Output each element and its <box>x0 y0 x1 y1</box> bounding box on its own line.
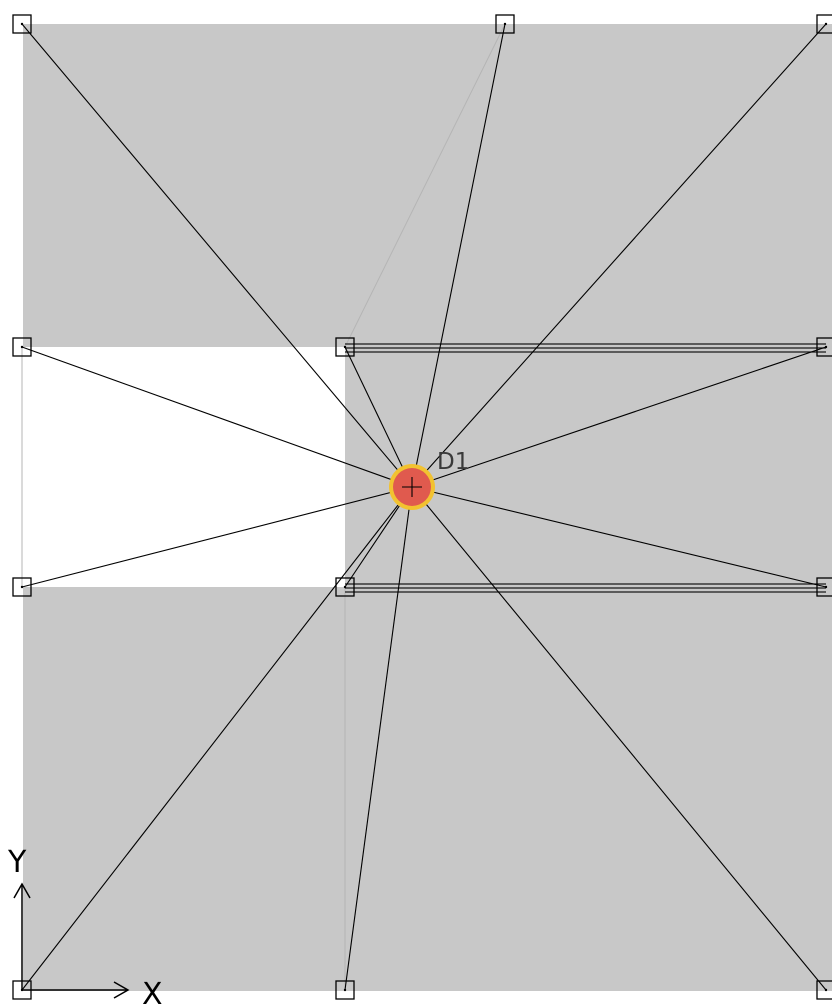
node-mid-left-lower[interactable] <box>12 577 32 597</box>
node-mid-right-lower[interactable] <box>816 577 832 597</box>
node-top-right[interactable] <box>816 14 832 34</box>
ray-to-node-top-right <box>411 23 827 488</box>
ray-to-node-mid-left-lower <box>21 486 413 588</box>
x-axis-label: X <box>142 977 163 1004</box>
y-axis-arrow-head <box>13 882 31 899</box>
construction-lines <box>21 23 506 990</box>
lower-floor-region <box>23 587 832 991</box>
node-top-middle[interactable] <box>495 14 515 34</box>
node-mid-center-lower[interactable] <box>335 577 355 597</box>
support-nodes <box>12 14 832 1000</box>
beams <box>345 343 826 593</box>
node-bottom-middle[interactable] <box>335 980 355 1000</box>
ray-to-node-mid-right-upper <box>411 346 827 488</box>
floor-regions <box>23 24 832 991</box>
middle-right-floor-region <box>345 347 832 587</box>
ray-to-node-bottom-right <box>411 486 827 991</box>
ray-to-node-bottom-left <box>21 486 413 991</box>
y-axis-label: Y <box>7 845 27 880</box>
x-axis-arrow-head <box>113 981 130 999</box>
node-bottom-right[interactable] <box>816 980 832 1000</box>
ray-to-node-mid-right-lower <box>411 486 827 588</box>
ray-to-node-bottom-middle <box>344 486 413 991</box>
ray-to-node-top-left <box>21 23 413 488</box>
construction-line-diagonal <box>344 23 506 348</box>
connection-rays <box>21 23 827 991</box>
node-top-left[interactable] <box>12 14 32 34</box>
node-mid-center-upper[interactable] <box>335 337 355 357</box>
ray-to-node-top-middle <box>411 23 506 488</box>
hub-label: D1 <box>437 449 469 475</box>
node-mid-right-upper[interactable] <box>816 337 832 357</box>
ray-to-node-mid-center-upper <box>344 346 413 488</box>
upper-floor-region <box>23 24 832 347</box>
node-mid-left-upper[interactable] <box>12 337 32 357</box>
axes-indicator: X Y <box>7 845 163 1004</box>
hub-d1[interactable] <box>389 464 435 510</box>
ray-to-node-mid-left-upper <box>21 346 413 488</box>
